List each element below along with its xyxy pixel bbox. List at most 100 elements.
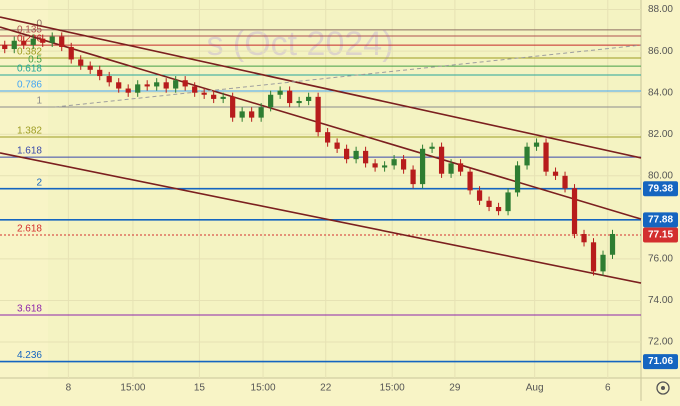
price-tag — [643, 227, 678, 243]
fib-label: 3.618 — [17, 304, 42, 315]
candle-body — [571, 188, 578, 234]
candle-body — [78, 59, 84, 66]
candle-body — [533, 142, 540, 147]
x-tick-label: Aug — [526, 383, 544, 394]
fib-label: 0.786 — [17, 80, 42, 91]
price-tag-label: 79.38 — [648, 183, 673, 194]
candle-body — [562, 175, 568, 189]
candle-body — [11, 40, 17, 50]
candle-body — [353, 150, 359, 160]
candle-body — [448, 163, 454, 174]
candle-body — [201, 92, 207, 95]
candle-body — [258, 107, 264, 118]
fib-label: 0.135 — [17, 25, 42, 36]
y-tick-label: 80.00 — [648, 170, 673, 181]
trend-line — [54, 44, 642, 108]
fib-label: 1.382 — [17, 126, 42, 137]
fib-label: 0.5 — [28, 55, 42, 66]
candle-body — [49, 36, 55, 43]
candle-body — [581, 233, 587, 243]
candle-body — [192, 86, 198, 93]
candle-body — [372, 163, 378, 168]
candle-body — [21, 40, 27, 45]
candle-body — [524, 146, 530, 166]
trend-line — [0, 16, 642, 159]
candle-body — [306, 96, 312, 101]
fib-label: 0.618 — [17, 64, 42, 75]
price-tag-label: 77.15 — [648, 230, 673, 241]
candle-body — [381, 165, 388, 168]
fib-label: 0 — [36, 19, 42, 30]
candle-body — [87, 65, 93, 70]
fib-label: 1.618 — [17, 146, 42, 157]
price-tag — [643, 181, 678, 197]
candle-body — [239, 111, 245, 118]
candle-body — [600, 254, 606, 272]
candle-body — [116, 82, 122, 89]
y-tick-label: 88.00 — [648, 4, 673, 15]
settings-dot[interactable] — [661, 386, 665, 390]
candle-body — [391, 159, 397, 166]
candle-body — [125, 88, 131, 93]
y-tick-label: 72.00 — [648, 337, 673, 348]
x-tick-label: 8 — [66, 383, 72, 394]
watermark: s (Oct 2024) — [206, 25, 393, 63]
candle-body — [552, 171, 559, 176]
settings-ring[interactable] — [656, 381, 670, 395]
candle-body — [486, 200, 492, 207]
candle-body — [419, 148, 426, 185]
y-tick-label: 86.00 — [648, 46, 673, 57]
candle-body — [400, 159, 407, 170]
x-tick-label: 6 — [605, 383, 611, 394]
trend-line — [0, 152, 642, 284]
candle-body — [40, 38, 46, 43]
x-tick-label: 15:00 — [251, 383, 276, 394]
candle-body — [315, 96, 321, 133]
candle-body — [97, 69, 103, 77]
candle-body — [30, 38, 36, 45]
candle-body — [268, 94, 274, 108]
candle-body — [154, 82, 160, 87]
fib-label: 0.382 — [17, 47, 42, 58]
candle-body — [334, 142, 340, 149]
fib-label: 2.618 — [17, 224, 42, 235]
candle-body — [144, 84, 150, 87]
x-tick-label: 29 — [449, 383, 461, 394]
settings-icon[interactable] — [656, 381, 670, 395]
candle-body — [429, 146, 435, 149]
candle-body — [249, 111, 255, 118]
candle-body — [2, 44, 8, 50]
fib-label: 2 — [36, 177, 42, 188]
candle-body — [362, 150, 369, 164]
candle-body — [505, 192, 511, 212]
candle-body — [514, 165, 521, 193]
candle-body — [230, 96, 236, 118]
candle-body — [182, 80, 188, 87]
candle-body — [68, 46, 74, 60]
candle-body — [163, 82, 169, 89]
candle-body — [476, 190, 483, 201]
candle-body — [220, 96, 226, 99]
candle-body — [590, 242, 597, 272]
candle-body — [296, 100, 302, 104]
candle-body — [59, 36, 65, 47]
candle-body — [325, 132, 331, 143]
x-tick-label: 15:00 — [120, 383, 145, 394]
fib-label: 0.236 — [17, 34, 42, 45]
candle-body — [173, 80, 179, 89]
price-tag — [643, 212, 678, 228]
candle-body — [438, 146, 445, 174]
candle-body — [457, 163, 464, 172]
y-tick-label: 74.00 — [648, 295, 673, 306]
candle-body — [287, 90, 293, 104]
price-tag — [643, 354, 678, 370]
y-tick-label: 84.00 — [648, 87, 673, 98]
candle-body — [543, 142, 549, 172]
y-tick-label: 76.00 — [648, 254, 673, 265]
fib-label: 1 — [36, 96, 42, 107]
candle-body — [344, 148, 350, 160]
candle-body — [277, 90, 283, 95]
candle-body — [495, 206, 502, 212]
